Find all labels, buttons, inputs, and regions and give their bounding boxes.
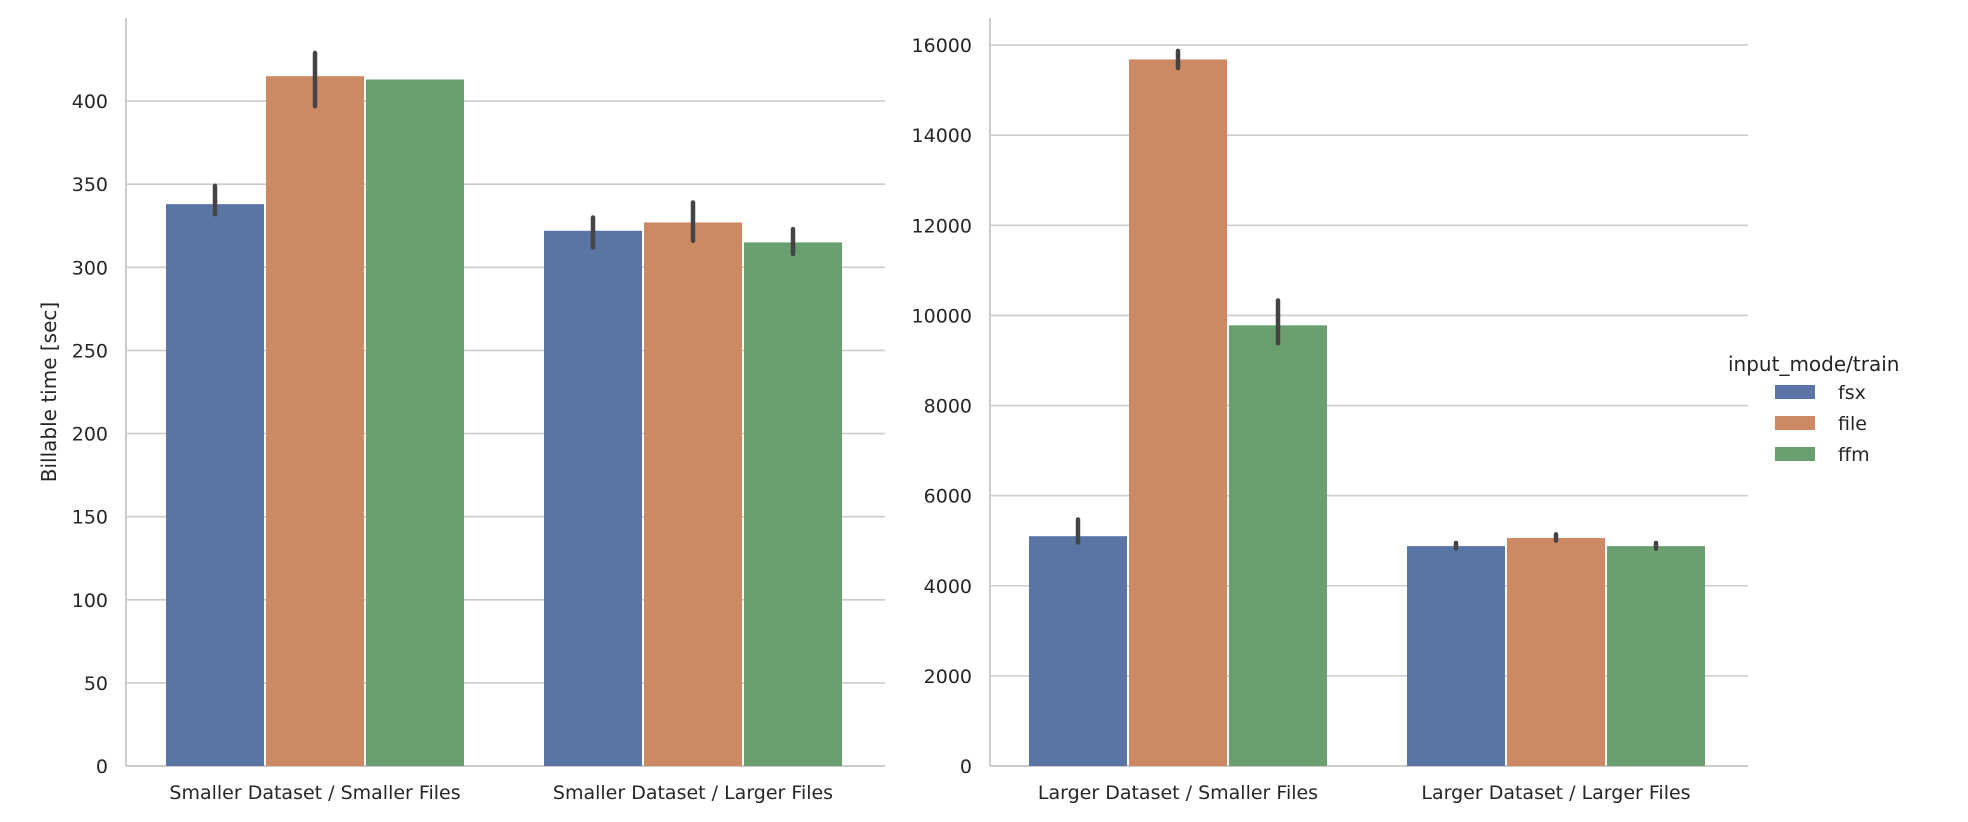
legend-swatch-ffm xyxy=(1775,447,1815,461)
y-axis-label: Billable time [sec] xyxy=(37,302,61,482)
y-tick-label: 4000 xyxy=(924,576,972,598)
legend-title: input_mode/train xyxy=(1728,352,1899,376)
y-tick-label: 8000 xyxy=(924,396,972,418)
y-tick-label: 0 xyxy=(96,756,108,778)
bar-fsx-larger-dataset-smaller-files xyxy=(1029,536,1127,766)
legend-label-file: file xyxy=(1838,413,1867,435)
bar-file-smaller-dataset-smaller-files xyxy=(266,76,364,766)
y-tick-label: 14000 xyxy=(912,125,972,147)
y-tick-label: 50 xyxy=(84,673,108,695)
y-tick-label: 300 xyxy=(72,257,108,279)
y-tick-label: 0 xyxy=(960,756,972,778)
y-tick-label: 200 xyxy=(72,424,108,446)
legend-label-ffm: ffm xyxy=(1838,444,1870,466)
x-tick-label: Larger Dataset / Smaller Files xyxy=(1038,782,1318,804)
right-panel-larger-dataset: 0 2000 4000 6000 8000 10000 12000 14000 16000 Lar… xyxy=(912,18,1748,804)
bar-fsx-larger-dataset-larger-files xyxy=(1407,546,1505,766)
bar-ffm-smaller-dataset-smaller-files xyxy=(366,79,464,767)
y-tick-label: 6000 xyxy=(924,486,972,508)
x-tick-label: Larger Dataset / Larger Files xyxy=(1421,782,1690,804)
x-tick-label: Smaller Dataset / Larger Files xyxy=(553,782,833,804)
bar-ffm-larger-dataset-smaller-files xyxy=(1229,325,1327,766)
bar-ffm-larger-dataset-larger-files xyxy=(1607,546,1705,766)
legend-swatch-file xyxy=(1775,416,1815,430)
bar-file-smaller-dataset-larger-files xyxy=(644,222,742,766)
bar-fsx-smaller-dataset-larger-files xyxy=(544,230,642,766)
legend-swatch-fsx xyxy=(1775,385,1815,399)
bar-file-larger-dataset-smaller-files xyxy=(1129,59,1227,766)
y-tick-label: 150 xyxy=(72,507,108,529)
legend-label-fsx: fsx xyxy=(1838,382,1866,404)
bar-ffm-smaller-dataset-larger-files xyxy=(744,242,842,766)
left-panel-smaller-dataset: 0 50 100 150 200 250 300 350 400 Smaller Dataset … xyxy=(37,18,885,804)
y-tick-label: 400 xyxy=(72,91,108,113)
y-tick-label: 12000 xyxy=(912,215,972,237)
y-tick-label: 10000 xyxy=(912,305,972,327)
bar-fsx-smaller-dataset-smaller-files xyxy=(166,204,264,766)
y-tick-label: 100 xyxy=(72,590,108,612)
y-tick-label: 250 xyxy=(72,340,108,362)
y-tick-label: 2000 xyxy=(924,666,972,688)
x-tick-label: Smaller Dataset / Smaller Files xyxy=(169,782,460,804)
legend: input_mode/train fsx file ffm xyxy=(1728,352,1899,466)
bar-file-larger-dataset-larger-files xyxy=(1507,537,1605,766)
y-tick-label: 350 xyxy=(72,174,108,196)
y-tick-label: 16000 xyxy=(912,35,972,57)
